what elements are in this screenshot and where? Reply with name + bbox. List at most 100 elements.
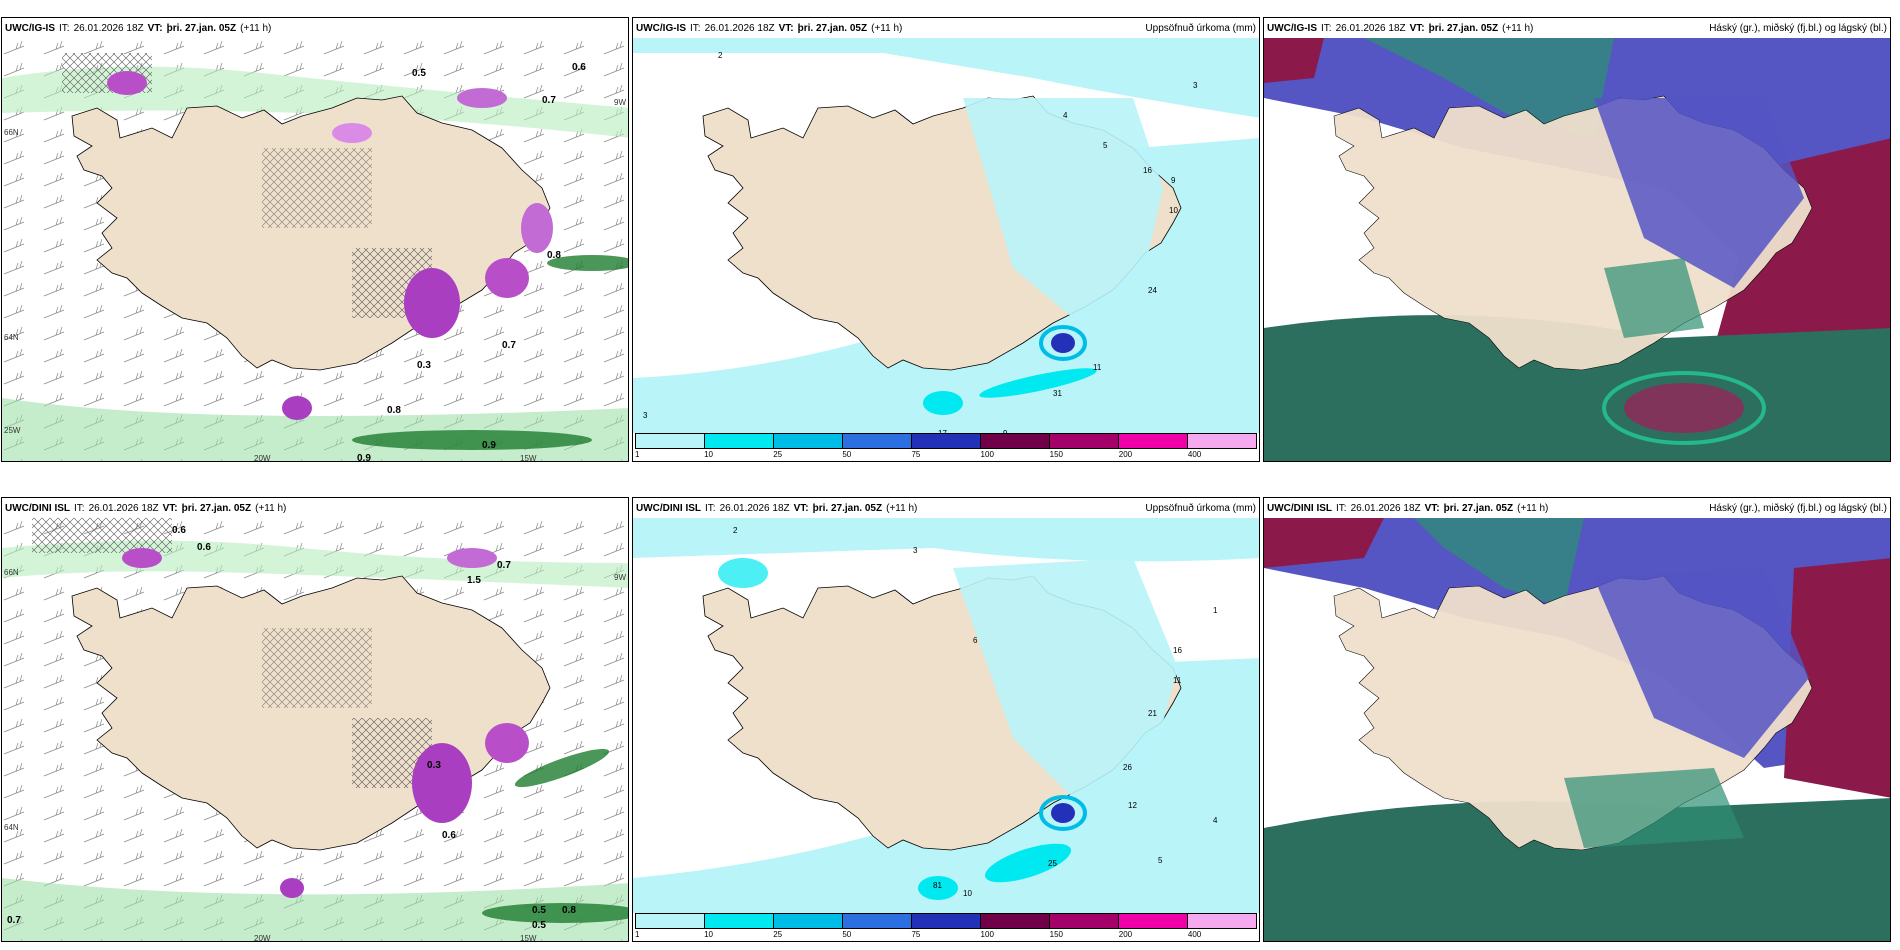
- value-label: 24: [1148, 286, 1157, 295]
- colorbar-tick: 75: [911, 450, 921, 459]
- value-label: 1: [1213, 606, 1218, 615]
- value-label: 0.5: [532, 920, 546, 931]
- lead-time: (+11 h): [886, 502, 918, 514]
- value-label: 0.9: [357, 453, 371, 462]
- model-name: UWC/IG-IS: [1267, 22, 1317, 34]
- it-label: IT:: [705, 502, 716, 514]
- model-name: UWC/IG-IS: [5, 22, 55, 34]
- value-label: 5: [1103, 141, 1108, 150]
- value-label: 10: [1169, 206, 1178, 215]
- model-name: UWC/DINI ISL: [636, 502, 701, 514]
- value-label: 0.6: [172, 525, 186, 536]
- colorbar-tick: 50: [842, 930, 852, 939]
- colorbar-tick: 400: [1187, 450, 1202, 459]
- colorbar-cells: [635, 913, 1257, 929]
- lat-label: 66N: [4, 128, 19, 137]
- precip-colorbar: 1 10 25 50 75 100 150 200 400: [635, 433, 1257, 459]
- colorbar-tick: 100: [980, 450, 994, 459]
- it-label: IT:: [690, 22, 701, 34]
- colorbar-cell: [705, 434, 774, 448]
- colorbar-cell: [1119, 434, 1188, 448]
- panel-bot-mid: UWC/DINI ISL IT: 26.01.2026 18Z VT: þri.…: [632, 497, 1260, 942]
- colorbar-tick: 1: [635, 450, 640, 459]
- precip-colorbar: 1 10 25 50 75 100 150 200 400: [635, 913, 1257, 939]
- value-label: 0.8: [387, 405, 401, 416]
- value-label: 0.7: [542, 95, 556, 106]
- lon-label: 20W: [254, 934, 271, 942]
- colorbar-tick: 100: [980, 930, 994, 939]
- colorbar-tick: 25: [773, 450, 783, 459]
- panel-header: UWC/IG-IS IT: 26.01.2026 18Z VT: þri. 27…: [2, 18, 628, 38]
- map-precip: 2 3 6 16 11 21 26 12 25 81 10 4 5 1: [633, 518, 1259, 913]
- value-label: 16: [1173, 646, 1182, 655]
- colorbar-cell: [981, 914, 1050, 928]
- it-label: IT:: [1321, 22, 1332, 34]
- panel-title: Uppsöfnuð úrkoma (mm): [1145, 22, 1256, 34]
- map-wind-precip: 0.6 0.6 0.7 1.5 0.3 0.6 0.5 0.7 0.8 0.5: [2, 518, 628, 941]
- vt-value: þri. 27.jan. 05Z: [1428, 22, 1499, 34]
- value-label: 3: [643, 411, 648, 420]
- it-label: IT:: [1336, 502, 1347, 514]
- colorbar-cell: [981, 434, 1050, 448]
- value-label: 21: [1148, 709, 1157, 718]
- it-label: IT:: [74, 502, 85, 514]
- panel-header: UWC/IG-IS IT: 26.01.2026 18Z VT: þri. 27…: [1264, 18, 1890, 38]
- lead-time: (+11 h): [1502, 22, 1534, 34]
- value-label: 0.6: [197, 542, 211, 553]
- value-label: 81: [933, 881, 942, 890]
- panel-header: UWC/IG-IS IT: 26.01.2026 18Z VT: þri. 27…: [633, 18, 1259, 38]
- vt-value: þri. 27.jan. 05Z: [166, 22, 237, 34]
- value-label: 0.5: [532, 905, 546, 916]
- panel-bot-left: UWC/DINI ISL IT: 26.01.2026 18Z VT: þri.…: [1, 497, 629, 942]
- colorbar-cell: [843, 914, 912, 928]
- value-label: 9: [1003, 429, 1008, 433]
- panel-bot-right: UWC/DINI ISL IT: 26.01.2026 18Z VT: þri.…: [1263, 497, 1891, 942]
- colorbar-tick: 25: [773, 930, 783, 939]
- value-label: 0.9: [482, 440, 496, 451]
- vt-label: VT:: [778, 22, 794, 34]
- value-label: 12: [1128, 801, 1137, 810]
- vt-label: VT:: [1424, 502, 1440, 514]
- value-label: 6: [973, 636, 978, 645]
- colorbar-cell: [912, 434, 981, 448]
- lon-label: 9W: [614, 573, 626, 582]
- value-label: 16: [1143, 166, 1152, 175]
- panel-title: Háský (gr.), miðský (fj.bl.) og lágský (…: [1709, 502, 1887, 514]
- colorbar-ticks: 1 10 25 50 75 100 150 200 400: [635, 929, 1257, 940]
- vt-value: þri. 27.jan. 05Z: [181, 502, 252, 514]
- vt-label: VT:: [1409, 22, 1425, 34]
- panel-title: Háský (gr.), miðský (fj.bl.) og lágský (…: [1709, 22, 1887, 34]
- it-label: IT:: [59, 22, 70, 34]
- value-label: 0.5: [412, 68, 426, 79]
- it-value: 26.01.2026 18Z: [719, 502, 790, 514]
- value-label: 31: [1053, 389, 1062, 398]
- panel-header: UWC/DINI ISL IT: 26.01.2026 18Z VT: þri.…: [2, 498, 628, 518]
- colorbar-cell: [1188, 434, 1256, 448]
- value-label: 11: [1173, 676, 1182, 685]
- it-value: 26.01.2026 18Z: [1335, 22, 1406, 34]
- model-name: UWC/DINI ISL: [5, 502, 70, 514]
- lat-label: 66N: [4, 568, 19, 577]
- vt-value: þri. 27.jan. 05Z: [797, 22, 868, 34]
- map-wind-precip: 0.5 0.6 0.7 0.8 0.9 0.3 0.7 0.8 0.9: [2, 38, 628, 462]
- lead-time: (+11 h): [1517, 502, 1549, 514]
- vt-label: VT:: [147, 22, 163, 34]
- colorbar-tick: 10: [704, 930, 714, 939]
- value-label: 0.7: [497, 560, 511, 571]
- lead-time: (+11 h): [240, 22, 272, 34]
- value-label: 4: [1213, 816, 1218, 825]
- colorbar-cell: [1119, 914, 1188, 928]
- colorbar-cell: [774, 914, 843, 928]
- it-value: 26.01.2026 18Z: [88, 502, 159, 514]
- colorbar-cells: [635, 433, 1257, 449]
- value-label: 0.8: [547, 250, 561, 261]
- colorbar-tick: 200: [1118, 930, 1133, 939]
- colorbar-cell: [774, 434, 843, 448]
- model-name: UWC/DINI ISL: [1267, 502, 1332, 514]
- value-label: 3: [913, 546, 918, 555]
- lead-time: (+11 h): [871, 22, 903, 34]
- value-label: 25: [1048, 859, 1057, 868]
- value-label: 0.6: [442, 830, 456, 841]
- colorbar-ticks: 1 10 25 50 75 100 150 200 400: [635, 449, 1257, 460]
- lead-time: (+11 h): [255, 502, 287, 514]
